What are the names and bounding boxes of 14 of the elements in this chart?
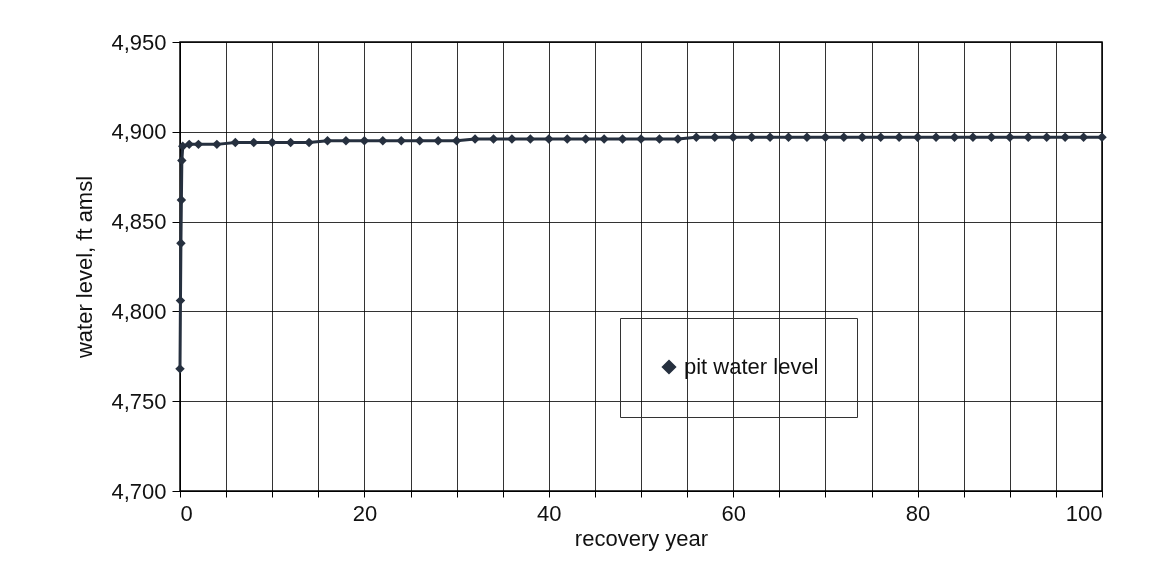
- x-tick-label: 60: [721, 500, 746, 526]
- x-tick-label: 80: [905, 500, 931, 526]
- y-tick-label: 4,800: [111, 298, 167, 324]
- y-tick-label: 4,750: [111, 388, 167, 414]
- x-tick-label: 100: [1065, 500, 1103, 526]
- y-axis-title: water level, ft amsl: [72, 175, 98, 360]
- x-tick-label: 40: [537, 500, 562, 526]
- y-tick-label: 4,950: [111, 29, 167, 55]
- y-tick-label: 4,850: [111, 209, 167, 235]
- x-tick-label: 20: [352, 500, 378, 526]
- x-tick-label: 0: [180, 500, 193, 526]
- y-tick-label: 4,700: [111, 478, 167, 504]
- y-tick-label: 4,900: [111, 119, 167, 145]
- x-axis-title: recovery year: [574, 525, 709, 551]
